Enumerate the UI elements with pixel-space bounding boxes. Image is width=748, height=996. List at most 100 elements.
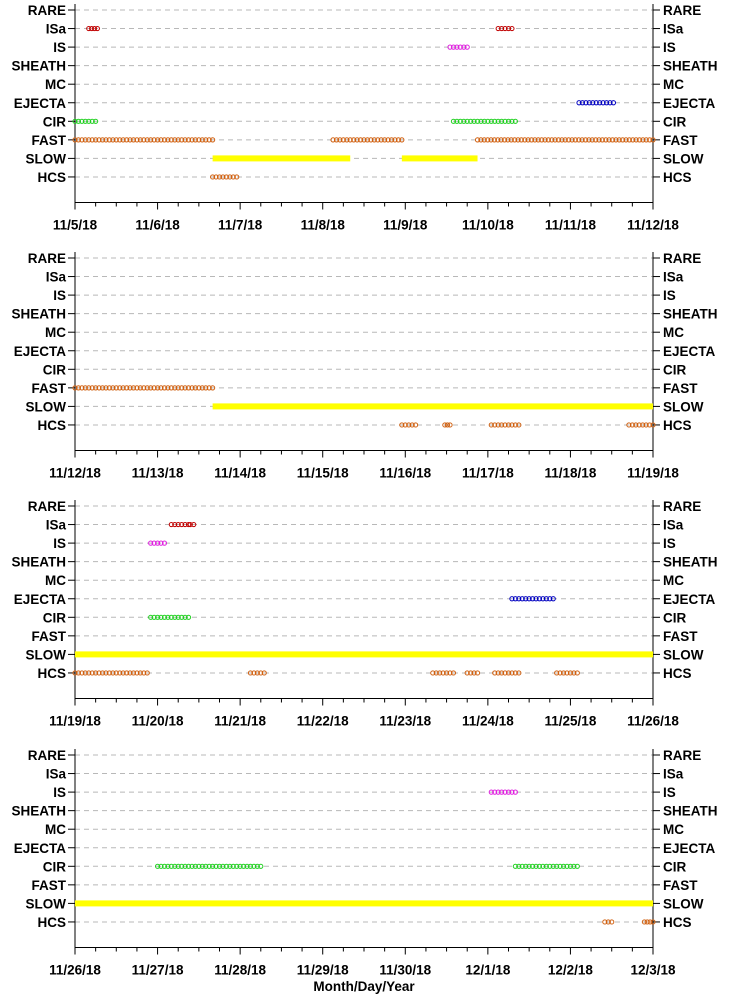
data-interval-cir — [512, 863, 580, 869]
data-point — [179, 521, 185, 528]
data-point — [120, 137, 126, 143]
data-point — [189, 863, 195, 869]
data-point — [536, 596, 543, 602]
data-point — [650, 137, 656, 143]
data-point — [210, 137, 216, 143]
data-point — [447, 670, 453, 676]
data-point — [79, 385, 85, 391]
data-point — [646, 422, 653, 428]
data-point — [641, 919, 647, 925]
data-point — [468, 118, 474, 124]
data-point — [82, 670, 88, 676]
y-label-right: SHEATH — [663, 307, 718, 322]
data-point — [75, 118, 82, 124]
data-point — [566, 137, 572, 143]
data-interval-cir — [154, 863, 264, 869]
data-point — [492, 118, 498, 124]
data-point — [505, 118, 512, 124]
data-point — [213, 174, 219, 180]
data-point — [375, 137, 381, 143]
data-point — [189, 385, 195, 391]
data-point — [179, 385, 185, 391]
y-label-left: RARE — [28, 748, 66, 763]
data-interval-isa — [86, 25, 100, 32]
data-point — [478, 137, 484, 143]
x-tick-label: 11/13/18 — [132, 466, 184, 481]
y-label-left: HCS — [37, 170, 66, 185]
y-label-left: SLOW — [26, 647, 67, 662]
data-point — [130, 137, 137, 143]
data-point — [154, 385, 161, 391]
y-label-left: FAST — [31, 133, 66, 148]
data-point — [457, 44, 463, 50]
data-interval-hcs — [399, 422, 419, 428]
y-label-right: FAST — [663, 381, 698, 396]
data-point — [485, 137, 491, 143]
y-label-left: SHEATH — [11, 307, 66, 322]
data-point — [399, 422, 405, 428]
data-point — [182, 863, 188, 869]
data-point — [516, 422, 522, 428]
data-point — [93, 118, 99, 124]
data-point — [127, 137, 133, 143]
data-point — [567, 670, 574, 676]
data-point — [216, 174, 223, 180]
data-point — [113, 385, 119, 391]
y-label-right: HCS — [663, 666, 692, 681]
y-label-left: RARE — [28, 251, 66, 266]
x-tick-label: 11/6/18 — [135, 218, 180, 233]
data-point — [361, 137, 367, 143]
y-label-right: MC — [663, 77, 684, 92]
data-point — [240, 863, 247, 869]
y-label-left: SLOW — [26, 896, 67, 911]
data-point — [492, 670, 498, 676]
y-label-left: ISa — [46, 270, 67, 285]
data-point — [130, 385, 137, 391]
data-point — [127, 385, 133, 391]
data-point — [528, 137, 535, 143]
data-point — [94, 25, 100, 32]
y-label-left: RARE — [28, 3, 66, 18]
data-point — [168, 614, 174, 620]
data-point — [247, 670, 254, 676]
panel-1: RARE RARE ISa ISa IS IS SHEATH SHEATH MC MC EJECTA… — [11, 3, 717, 233]
x-tick-label: 11/27/18 — [132, 963, 184, 978]
data-point — [471, 670, 477, 676]
data-point — [206, 385, 212, 391]
data-interval-fast — [330, 137, 405, 143]
data-point — [130, 670, 137, 676]
data-point — [151, 385, 157, 391]
data-point — [82, 385, 88, 391]
data-point — [124, 385, 130, 391]
data-point — [72, 385, 78, 391]
y-label-right: FAST — [663, 629, 698, 644]
data-point — [172, 863, 178, 869]
data-point — [509, 789, 515, 795]
data-point — [643, 422, 649, 428]
data-point — [106, 670, 113, 676]
data-point — [368, 137, 374, 143]
y-label-left: HCS — [37, 666, 66, 681]
data-interval-cir — [72, 118, 99, 124]
x-tick-label: 11/29/18 — [297, 963, 349, 978]
data-point — [437, 670, 443, 676]
data-point — [564, 670, 570, 676]
data-point — [586, 100, 592, 106]
y-label-right: RARE — [663, 748, 701, 763]
data-point — [518, 137, 525, 143]
data-point — [254, 670, 260, 676]
y-label-left: ISa — [46, 518, 67, 533]
data-point — [330, 137, 336, 143]
data-point — [371, 137, 377, 143]
data-point — [532, 137, 538, 143]
data-point — [165, 863, 171, 869]
data-point — [650, 919, 656, 925]
data-point — [450, 44, 457, 50]
x-tick-label: 11/23/18 — [379, 714, 431, 729]
x-tick-label: 11/22/18 — [297, 714, 349, 729]
y-label-left: EJECTA — [14, 841, 67, 856]
data-interval-slow — [75, 651, 653, 658]
data-point — [182, 385, 188, 391]
data-point — [523, 863, 529, 869]
data-point — [172, 614, 178, 620]
